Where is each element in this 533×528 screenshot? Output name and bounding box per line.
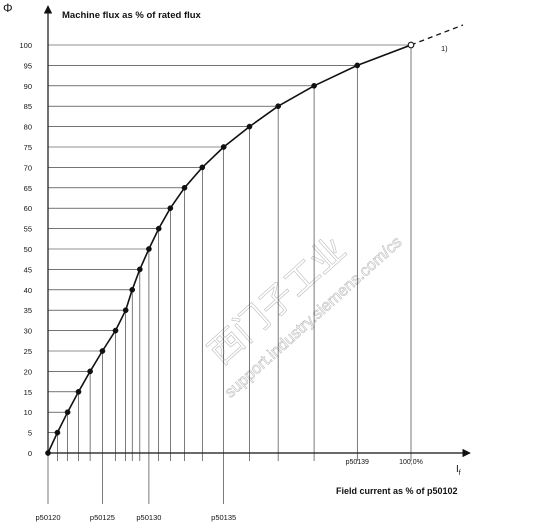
y-tick-label: 80 <box>24 123 32 132</box>
y-tick-label: 25 <box>24 347 32 356</box>
data-point <box>155 225 162 232</box>
data-points <box>45 41 415 456</box>
parameter-label: p50125 <box>90 513 115 522</box>
data-point <box>354 62 361 69</box>
y-tick-label: 90 <box>24 82 32 91</box>
y-tick-label: 45 <box>24 265 32 274</box>
y-tick-label: 0 <box>28 449 32 458</box>
y-tick-label: 35 <box>24 306 32 315</box>
data-point <box>136 266 143 273</box>
data-point <box>311 82 317 89</box>
data-point <box>220 144 227 150</box>
point-label: p50139 <box>346 459 369 466</box>
data-point <box>129 286 136 293</box>
y-tick-label: 70 <box>24 163 32 172</box>
parameter-label: p50135 <box>211 513 236 522</box>
flux-curve-extension <box>410 24 464 46</box>
footnote-marker: 1) <box>441 44 448 53</box>
x-axis-symbol-main: I <box>456 464 459 475</box>
y-tick-label: 75 <box>24 143 32 152</box>
x-axis-symbol: If <box>456 464 461 477</box>
data-point <box>75 388 82 395</box>
data-point <box>407 41 415 49</box>
parameter-label: p50120 <box>35 513 60 522</box>
chart-title: Machine flux as % of rated flux <box>62 10 202 21</box>
data-point <box>146 246 152 252</box>
data-point <box>45 450 51 456</box>
data-point <box>167 205 174 212</box>
y-tick-label: 10 <box>24 408 32 417</box>
point-label: 100,0% <box>399 459 423 466</box>
watermark: 西门子工业 support.industry.siemens.com/cs <box>201 230 406 402</box>
y-tick-label: 55 <box>24 225 32 234</box>
parameter-label: p50130 <box>136 513 161 522</box>
drop-lines <box>47 44 412 461</box>
y-tick-labels: 0 5 10 15 20 25 30 35 40 45 50 55 60 65 70 75 80 85 90 95 10… <box>19 41 32 458</box>
y-tick-label: 65 <box>24 184 32 193</box>
x-axis-symbol-sub: f <box>459 470 461 477</box>
y-tick-label: 50 <box>24 245 32 254</box>
x-axis-label: Field current as % of p50102 <box>336 486 458 496</box>
curve-layer <box>47 24 464 454</box>
data-point <box>99 348 106 354</box>
y-tick-label: 5 <box>28 429 32 438</box>
data-point <box>87 368 93 375</box>
parameter-labels: p50120 p50125 p50130 p50135 p50139 100,0% <box>35 459 422 522</box>
y-tick-label: 85 <box>24 102 32 111</box>
y-axis-symbol: Φ <box>3 1 13 15</box>
y-tick-label: 40 <box>24 286 32 295</box>
data-point <box>112 327 119 334</box>
y-tick-label: 95 <box>24 61 32 70</box>
data-point <box>246 123 253 130</box>
y-tick-label: 60 <box>24 204 32 213</box>
data-point <box>181 184 188 191</box>
data-point <box>199 164 206 171</box>
y-tick-label: 15 <box>24 388 32 397</box>
y-tick-label: 20 <box>24 367 32 376</box>
y-tick-label: 30 <box>24 327 32 336</box>
data-point <box>64 409 71 416</box>
data-point <box>54 429 61 436</box>
data-point <box>122 307 129 314</box>
data-point <box>275 103 281 110</box>
y-tick-label: 100 <box>19 41 32 50</box>
